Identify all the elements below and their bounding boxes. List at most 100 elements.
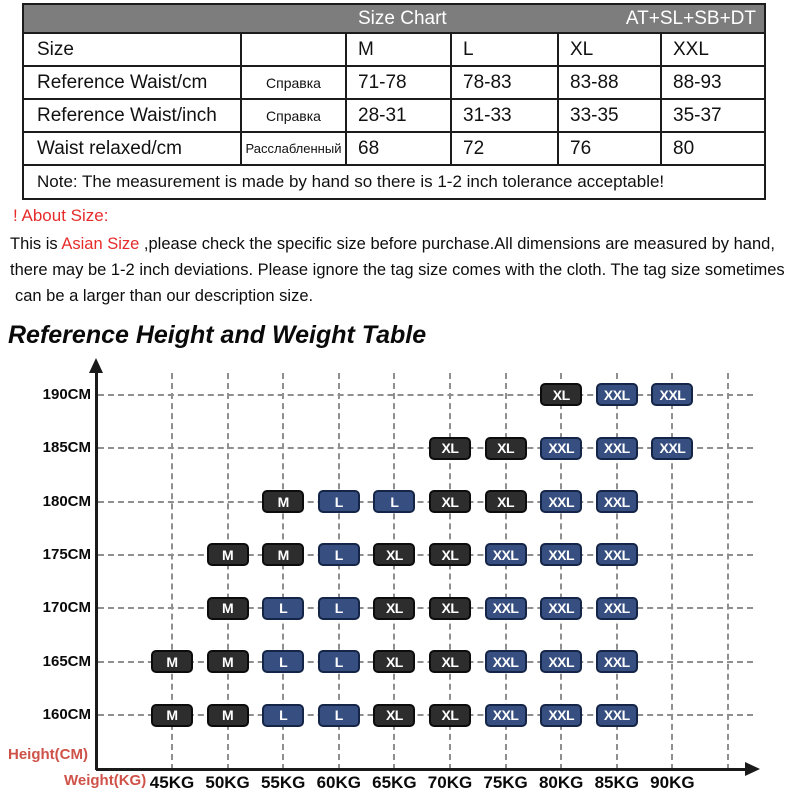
x-tick-label: 75KG <box>483 773 528 792</box>
size-box: L <box>317 490 360 514</box>
size-box: L <box>317 650 360 674</box>
cell-value: XXL <box>660 32 766 67</box>
y-tick-label: 160CM <box>42 706 91 723</box>
size-box: XL <box>484 436 527 460</box>
size-box: L <box>373 490 416 514</box>
horizontal-gridline <box>98 500 753 503</box>
asian-size-highlight: Asian Size <box>61 235 140 253</box>
cell-value: 31-33 <box>450 98 559 133</box>
y-tick-label: 175CM <box>42 545 91 563</box>
size-box: M <box>206 596 249 620</box>
product-code-label: AT+SL+SB+DT <box>625 7 756 29</box>
horizontal-gridline <box>98 447 753 450</box>
vertical-gridline <box>226 373 229 770</box>
vertical-gridline <box>449 373 451 770</box>
size-box: XXL <box>540 543 583 567</box>
size-box: M <box>206 543 249 567</box>
size-box: L <box>317 543 360 567</box>
row-label-ru: Справка <box>240 65 347 100</box>
height-axis-label: Height(CM) <box>8 746 88 763</box>
size-box: XXL <box>484 650 527 674</box>
about-line-1: This is Asian Size ,please check the spe… <box>10 235 775 253</box>
vertical-gridline <box>282 373 285 770</box>
table-row: Reference Waist/inch Справка 28-31 31-33 33-… <box>22 98 766 133</box>
x-axis-arrow-icon <box>745 762 760 776</box>
size-box: M <box>206 650 249 674</box>
row-label: Size <box>22 32 242 67</box>
vertical-gridline <box>504 373 507 770</box>
vertical-gridline <box>671 373 674 770</box>
size-box: XXL <box>595 650 638 674</box>
row-label: Reference Waist/inch <box>22 98 242 133</box>
size-box: XL <box>429 596 471 620</box>
size-chart-header: Size Chart AT+SL+SB+DT <box>22 3 766 34</box>
size-box: XL <box>373 596 416 620</box>
cell-value: 71-78 <box>345 65 452 100</box>
horizontal-gridline <box>98 660 753 663</box>
x-tick-label: 70KG <box>427 773 473 792</box>
about-size-paragraph: This is Asian Size ,please check the spe… <box>10 231 785 309</box>
vertical-gridline <box>393 373 396 770</box>
size-box: XL <box>373 543 416 567</box>
size-box: M <box>262 543 305 567</box>
cell-value: 35-37 <box>660 98 766 133</box>
vertical-gridline <box>615 373 618 770</box>
table-row: Size M L XL XXL <box>22 32 766 67</box>
y-tick-label: 170CM <box>42 599 91 617</box>
size-box: XL <box>373 703 416 727</box>
size-chart-table: Size Chart AT+SL+SB+DT Size M L XL XXL Refere… <box>22 3 766 200</box>
horizontal-gridline <box>98 553 753 556</box>
size-box: XL <box>429 703 471 727</box>
size-box: XXL <box>595 436 638 460</box>
vertical-gridline <box>337 373 340 770</box>
x-tick-label: 90KG <box>650 773 695 792</box>
table-note: Note: The measurement is made by hand so… <box>22 164 766 200</box>
horizontal-gridline <box>98 714 753 716</box>
vertical-gridline <box>727 373 729 770</box>
size-box: XXL <box>540 650 583 674</box>
y-tick-label: 185CM <box>42 439 91 457</box>
size-box: L <box>262 703 305 727</box>
row-label-ru: Расслабленный <box>240 131 347 166</box>
x-tick-label: 60KG <box>316 773 361 792</box>
x-tick-label: 55KG <box>260 773 306 792</box>
size-box: XXL <box>651 436 694 460</box>
y-tick-label: 165CM <box>42 652 91 670</box>
cell-value: L <box>450 32 559 67</box>
size-box: XXL <box>540 490 583 514</box>
size-box: XXL <box>540 596 583 620</box>
cell-value: 80 <box>660 131 766 166</box>
cell-value: 33-35 <box>557 98 662 133</box>
size-chart-title: Size Chart <box>358 7 447 29</box>
cell-value: XL <box>557 32 662 67</box>
row-label: Waist relaxed/cm <box>22 131 242 166</box>
about-line-3: can be a larger than our description siz… <box>15 287 314 305</box>
size-box: XL <box>429 543 471 567</box>
cell-value: 28-31 <box>345 98 452 133</box>
size-box: L <box>262 596 305 620</box>
cell-value: M <box>345 32 452 67</box>
size-box: XXL <box>595 596 638 620</box>
table-row: Reference Waist/cm Справка 71-78 78-83 83-88… <box>22 65 766 100</box>
size-box: XXL <box>595 703 638 727</box>
size-box: L <box>262 650 305 674</box>
x-axis <box>96 768 747 771</box>
cell-value: 76 <box>557 131 662 166</box>
cell-value: 72 <box>450 131 559 166</box>
size-box: M <box>151 650 193 674</box>
size-box: XXL <box>595 543 638 567</box>
size-box: L <box>317 703 360 727</box>
row-label-ru <box>240 32 347 67</box>
size-box: XL <box>429 436 471 460</box>
y-tick-label: 190CM <box>42 385 91 403</box>
size-box: XXL <box>595 383 638 407</box>
size-box: XXL <box>651 383 694 407</box>
y-axis-arrow-icon <box>89 358 103 373</box>
size-box: L <box>317 596 360 620</box>
table-row: Waist relaxed/cm Расслабленный 68 72 76 80 <box>22 131 766 166</box>
size-box: XXL <box>540 703 583 727</box>
x-tick-label: 65KG <box>372 773 417 792</box>
size-box: XXL <box>484 596 527 620</box>
size-box: M <box>262 490 305 514</box>
